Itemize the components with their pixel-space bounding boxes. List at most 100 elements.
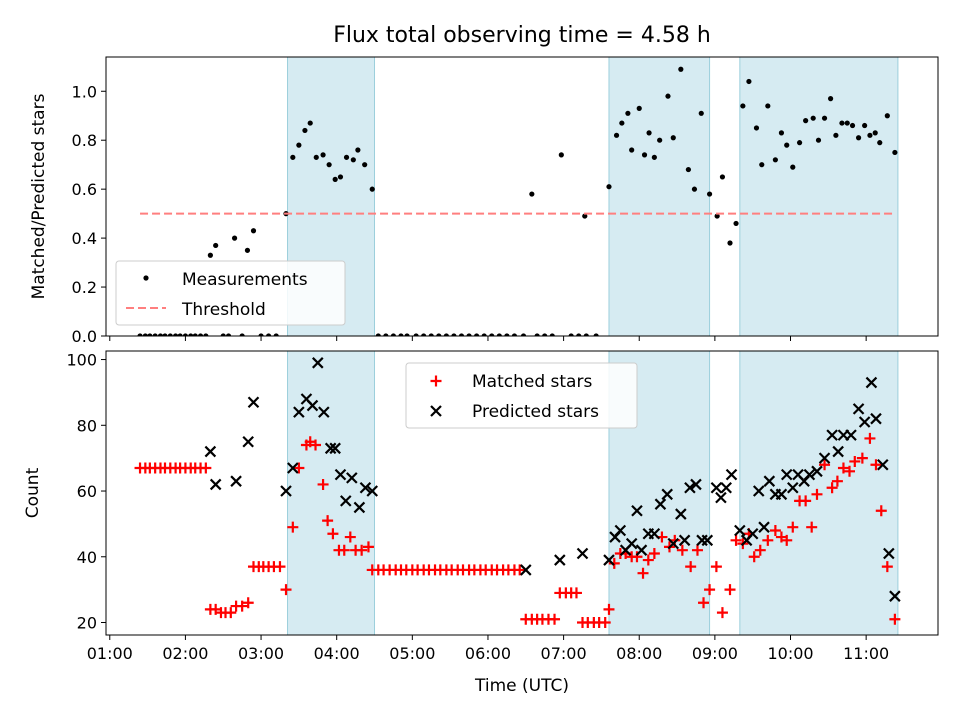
measurements-point [355,147,361,153]
x-tick-label: 06:00 [465,644,511,663]
predicted-stars-point [877,458,889,471]
measurements-point [765,103,771,109]
predicted-stars-point [625,537,638,550]
measurements-point [147,333,153,336]
predicted-stars-point [690,478,702,491]
measurements-point [727,240,733,246]
measurements-point [810,115,816,121]
measurements-point [685,166,692,173]
measurements-point [790,164,796,170]
predicted-stars-point [811,465,823,478]
predicted-stars-point [287,462,299,474]
matched-stars-point [225,607,237,619]
matched-stars-point [811,488,823,500]
matched-stars-point [870,459,882,471]
measurements-point [337,174,344,180]
measurements-point [177,333,183,336]
predicted-stars-point [701,534,714,547]
matched-stars-point [748,551,760,563]
measurements-point [296,142,302,148]
measurements-point [651,154,657,160]
matched-stars-point [344,531,356,543]
predicted-stars-point [204,445,217,458]
y-axis-label: Count [23,467,43,518]
measurements-point [504,333,510,336]
measurements-point [542,333,548,336]
measurements-point [833,132,839,138]
legend-box [405,362,638,429]
predicted-stars-point [845,429,857,441]
matched-stars-point [787,521,799,533]
measurements-point [421,333,427,336]
measurements-point [827,96,834,102]
predicted-stars-point [889,590,901,602]
measurements-point [803,118,809,124]
measurements-point [250,228,257,234]
measurements-point [302,127,308,134]
legend: Matched stars Predicted stars [405,362,638,429]
matched-stars-point [762,534,774,546]
predicted-stars-point [787,481,799,494]
predicted-stars-point [318,406,330,418]
predicted-stars-point [720,481,732,494]
measurements-point [549,333,555,336]
y-tick-label: 60 [77,482,97,501]
predicted-stars-point [710,481,723,494]
matched-stars-point [236,600,248,612]
matched-stars-point [317,478,329,490]
measurements-point [157,333,164,336]
predicted-stars-point [242,435,254,448]
matched-stars-point [704,584,716,596]
measurements-point [884,113,890,119]
y-tick-label: 1.0 [72,82,97,101]
measurements-point [375,333,381,336]
predicted-stars-point [832,445,844,458]
predicted-stars-point [678,534,691,547]
matched-stars-point [514,564,526,576]
predicted-stars-point [306,399,319,412]
measurements-point [784,142,790,148]
measurements-point [568,333,574,336]
matched-stars-point [691,544,703,556]
measurements-point [152,333,158,336]
measurements-point [192,333,198,336]
matched-stars-point [322,515,334,527]
predicted-stars-point [209,478,222,491]
measurements-point [436,333,442,336]
matched-stars-point [362,541,374,553]
measurements-point [383,333,389,336]
measurements-point [172,333,179,336]
measurement-points [137,66,898,336]
matched-stars-legend-label: Matched stars [472,372,592,392]
predicted-stars-point [775,488,788,501]
matched-stars-point [608,557,620,569]
measurements-point [137,333,143,336]
matched-stars-point [800,495,812,507]
y-tick-label: 20 [77,614,97,633]
predicted-stars-point [746,527,759,540]
matched-stars-point [200,462,212,474]
predicted-stars-point [763,475,776,487]
measurements-point [220,333,226,336]
top-panel-ratio: 0.0 0.2 0.4 0.6 0.8 1.0 Matched/Predicted sta… [29,56,939,346]
measurements-point [466,333,472,336]
predicted-stars-point [353,501,366,514]
matched-stars-point [856,452,868,464]
x-tick-label: 02:00 [162,644,208,663]
predicted-stars-point [684,481,696,494]
predicted-stars-point [230,475,242,487]
measurements-point [678,66,684,72]
measurements-point [558,152,564,158]
x-tick-label: 01:00 [87,644,133,663]
observing-span [739,350,899,636]
matched-stars-point [631,551,643,563]
matched-stars-point [570,587,582,599]
x-axis-label: Time (UTC) [474,676,569,696]
measurements-point [646,130,652,136]
axes-frame [105,56,939,337]
predicted-stars-point [329,442,341,455]
measurements-point [428,333,434,336]
measurements-point [872,130,878,136]
y-tick-label: 100 [66,351,97,370]
predicted-stars-point [293,406,305,418]
